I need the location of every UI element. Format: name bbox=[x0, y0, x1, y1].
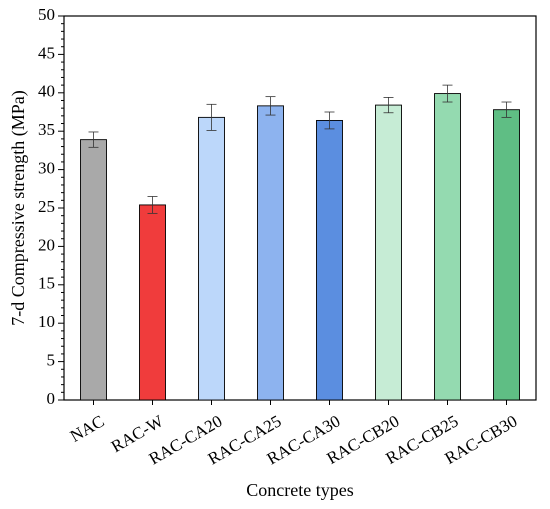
y-axis-label: 7-d Compressive strength (MPa) bbox=[8, 90, 29, 325]
bar bbox=[316, 119, 343, 401]
bar bbox=[80, 139, 107, 401]
bar bbox=[198, 116, 225, 401]
bar bbox=[257, 105, 284, 401]
y-tick-label: 5 bbox=[47, 351, 56, 370]
error-bars-group bbox=[88, 84, 512, 214]
plot-frame bbox=[63, 15, 537, 401]
bars-group bbox=[80, 93, 520, 401]
x-axis-label: Concrete types bbox=[246, 480, 353, 500]
y-tick-label: 50 bbox=[38, 5, 55, 24]
y-tick-label: 10 bbox=[38, 312, 55, 331]
y-tick-label: 20 bbox=[38, 235, 55, 254]
plot-area bbox=[63, 15, 537, 401]
bar bbox=[375, 104, 402, 401]
y-tick-label: 15 bbox=[38, 274, 55, 293]
bar bbox=[493, 109, 520, 401]
y-tick-label: 25 bbox=[38, 197, 55, 216]
y-tick-label: 45 bbox=[38, 43, 55, 62]
y-tick-label: 0 bbox=[47, 389, 56, 408]
x-axis: NAC RAC-WRAC-CA20RAC-CA25RAC-CA30RAC-CB20… bbox=[67, 400, 521, 468]
x-tick-label: NAC bbox=[67, 411, 108, 445]
bar bbox=[139, 204, 166, 401]
y-tick-label: 35 bbox=[38, 120, 55, 139]
y-tick-label: 30 bbox=[38, 159, 55, 178]
y-tick-label: 40 bbox=[38, 82, 55, 101]
y-axis: 0 5 10 15 20 25 30 35 40 45 50 bbox=[38, 5, 64, 408]
bar bbox=[434, 93, 461, 401]
